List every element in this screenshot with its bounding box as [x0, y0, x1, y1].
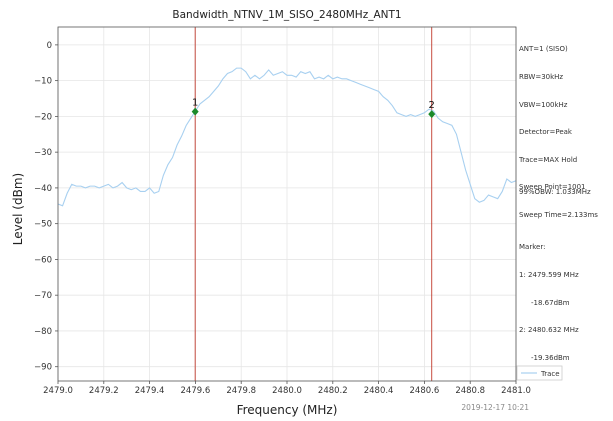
marker-lines	[194, 27, 433, 381]
marker-point	[191, 107, 199, 116]
x-tick-label: 2480.0	[272, 386, 302, 396]
trace-series-line	[57, 67, 517, 207]
y-tick-label: −50	[34, 220, 52, 230]
x-tick-label: 2481.0	[501, 386, 531, 396]
x-tick-label: 2480.4	[364, 386, 394, 396]
info-line-rbw: RBW=30kHz	[519, 73, 564, 82]
y-tick-label: −80	[34, 327, 52, 337]
y-tick-label: −60	[34, 255, 52, 265]
y-tick-label: −70	[34, 291, 52, 301]
obw-value: 99%OBW: 1.033MHz	[519, 188, 591, 197]
x-tick-label: 2479.6	[181, 386, 211, 396]
marker1-frequency: 1: 2479.599 MHz	[519, 271, 579, 280]
info-line-sweep-time: Sweep Time=2.133ms	[519, 211, 598, 220]
obw-marker-box: 99%OBW: 1.033MHz Marker: 1: 2479.599 MHz…	[519, 170, 591, 372]
marker-label: 1	[192, 98, 198, 109]
x-tick-label: 2479.8	[226, 386, 256, 396]
marker-label: 2	[429, 100, 435, 111]
y-tick-label: −20	[34, 112, 52, 122]
info-line-detector: Detector=Peak	[519, 128, 572, 137]
y-tick-label: −10	[34, 77, 52, 87]
y-tick-label: −30	[34, 148, 52, 158]
y-tick-label: 0	[47, 41, 52, 51]
marker2-level: -19.36dBm	[531, 353, 570, 362]
y-ticks: 0 −10 −20 −30 −40 −50 −60 −70 −80 −90	[34, 41, 58, 373]
info-line-vbw: VBW=100kHz	[519, 100, 568, 109]
y-tick-label: −40	[34, 184, 52, 194]
timestamp: 2019-12-17 10:21	[461, 403, 529, 412]
grid	[57, 27, 517, 381]
info-line-trace: Trace=MAX Hold	[519, 155, 578, 164]
marker-title: Marker:	[519, 243, 546, 252]
marker1-level: -18.67dBm	[531, 298, 570, 307]
x-ticks: 2479.0 2479.2 2479.4 2479.6 2479.8 2480.0 2480…	[43, 381, 531, 396]
marker-point	[428, 110, 436, 119]
marker2-frequency: 2: 2480.632 MHz	[519, 326, 579, 335]
x-tick-label: 2480.8	[455, 386, 485, 396]
y-tick-label: −90	[34, 363, 52, 373]
x-tick-label: 2479.4	[135, 386, 165, 396]
x-tick-label: 2479.0	[43, 386, 73, 396]
legend-trace-label: Trace	[540, 370, 560, 378]
x-tick-label: 2479.2	[89, 386, 119, 396]
info-line-ant: ANT=1 (SISO)	[519, 45, 568, 54]
legend: Trace	[516, 365, 563, 381]
x-tick-label: 2480.6	[410, 386, 440, 396]
x-tick-label: 2480.2	[318, 386, 348, 396]
info-line-sweep-point: Sweep Point=1001	[519, 183, 586, 192]
y-axis-label: Level (dBm)	[11, 173, 25, 245]
settings-info-box: ANT=1 (SISO) RBW=30kHz VBW=100kHz Detect…	[519, 27, 598, 229]
chart-title: Bandwidth_NTNV_1M_SISO_2480MHz_ANT1	[172, 9, 401, 21]
x-axis-label: Frequency (MHz)	[237, 403, 338, 417]
